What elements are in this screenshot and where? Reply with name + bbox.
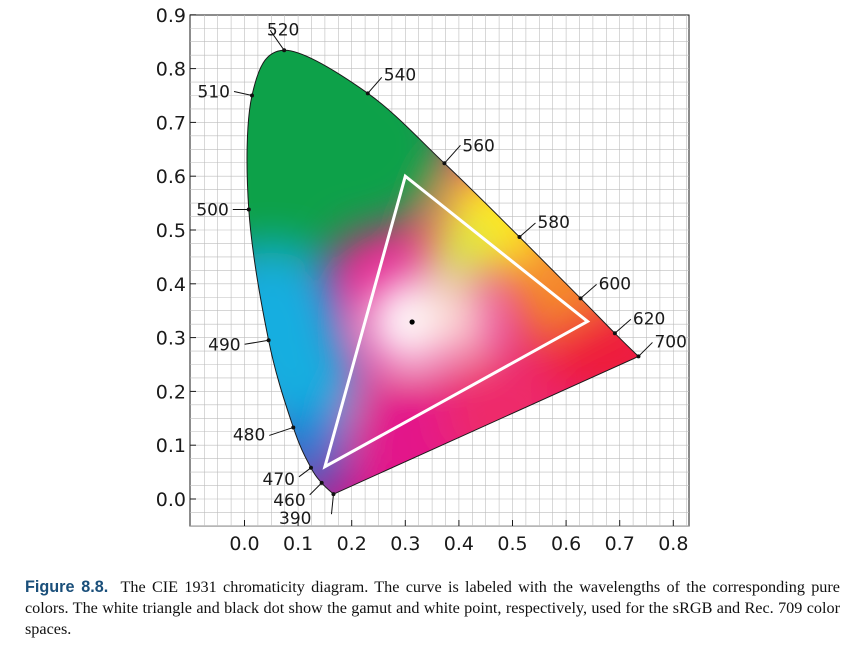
y-tick-label: 0.7 (156, 112, 186, 134)
wavelength-label: 620 (633, 309, 665, 329)
x-tick-label: 0.0 (229, 533, 259, 555)
y-tick-label: 0.6 (156, 166, 186, 188)
y-tick-label: 0.1 (156, 435, 186, 457)
y-tick-label: 0.5 (156, 220, 186, 242)
x-tick-label: 0.6 (551, 533, 581, 555)
color-gamut-fill (247, 50, 639, 495)
figure-number: Figure 8.8. (25, 578, 109, 596)
wavelength-label: 580 (537, 213, 569, 233)
x-axis-tick-labels: 0.0 0.1 0.2 0.3 0.4 0.5 0.6 0.7 0.8 (229, 533, 688, 555)
x-tick-label: 0.1 (283, 533, 313, 555)
wavelength-label: 560 (462, 136, 494, 156)
x-tick-label: 0.3 (390, 533, 420, 555)
wavelength-label: 540 (384, 65, 416, 85)
x-tick-label: 0.8 (658, 533, 688, 555)
caption-text: The CIE 1931 chromaticity diagram. The c… (25, 578, 840, 638)
x-tick-label: 0.5 (497, 533, 527, 555)
cie-chromaticity-diagram: 0.0 0.1 0.2 0.3 0.4 0.5 0.6 0.7 0.8 0.0 0.1 0.2 0.3… (156, 5, 690, 555)
axis-ticks (190, 14, 674, 526)
wavelength-label: 520 (267, 20, 299, 40)
y-tick-label: 0.8 (156, 59, 186, 81)
wavelength-label: 390 (279, 509, 311, 529)
wavelength-label: 480 (233, 425, 265, 445)
y-tick-label: 0.2 (156, 381, 186, 403)
y-axis-tick-labels: 0.0 0.1 0.2 0.3 0.4 0.5 0.6 0.7 0.8 0.9 (156, 5, 186, 511)
y-tick-label: 0.3 (156, 328, 186, 350)
wavelength-label: 500 (196, 201, 228, 221)
wavelength-label: 460 (273, 491, 305, 511)
wavelength-label: 600 (599, 274, 631, 294)
spectral-locus-curve (246, 49, 640, 495)
wavelength-label: 700 (654, 332, 686, 352)
y-tick-label: 0.0 (156, 489, 186, 511)
x-tick-label: 0.2 (337, 533, 367, 555)
srgb-gamut-triangle (322, 173, 591, 470)
wavelength-label: 490 (208, 335, 240, 355)
wavelength-label: 470 (263, 470, 295, 490)
y-tick-label: 0.9 (156, 5, 186, 27)
figure-caption: Figure 8.8. The CIE 1931 chromaticity di… (25, 577, 840, 640)
x-tick-label: 0.7 (605, 533, 635, 555)
wavelength-label: 510 (198, 83, 230, 103)
x-tick-label: 0.4 (444, 533, 474, 555)
y-tick-label: 0.4 (156, 274, 186, 296)
white-point-dot (409, 319, 415, 325)
